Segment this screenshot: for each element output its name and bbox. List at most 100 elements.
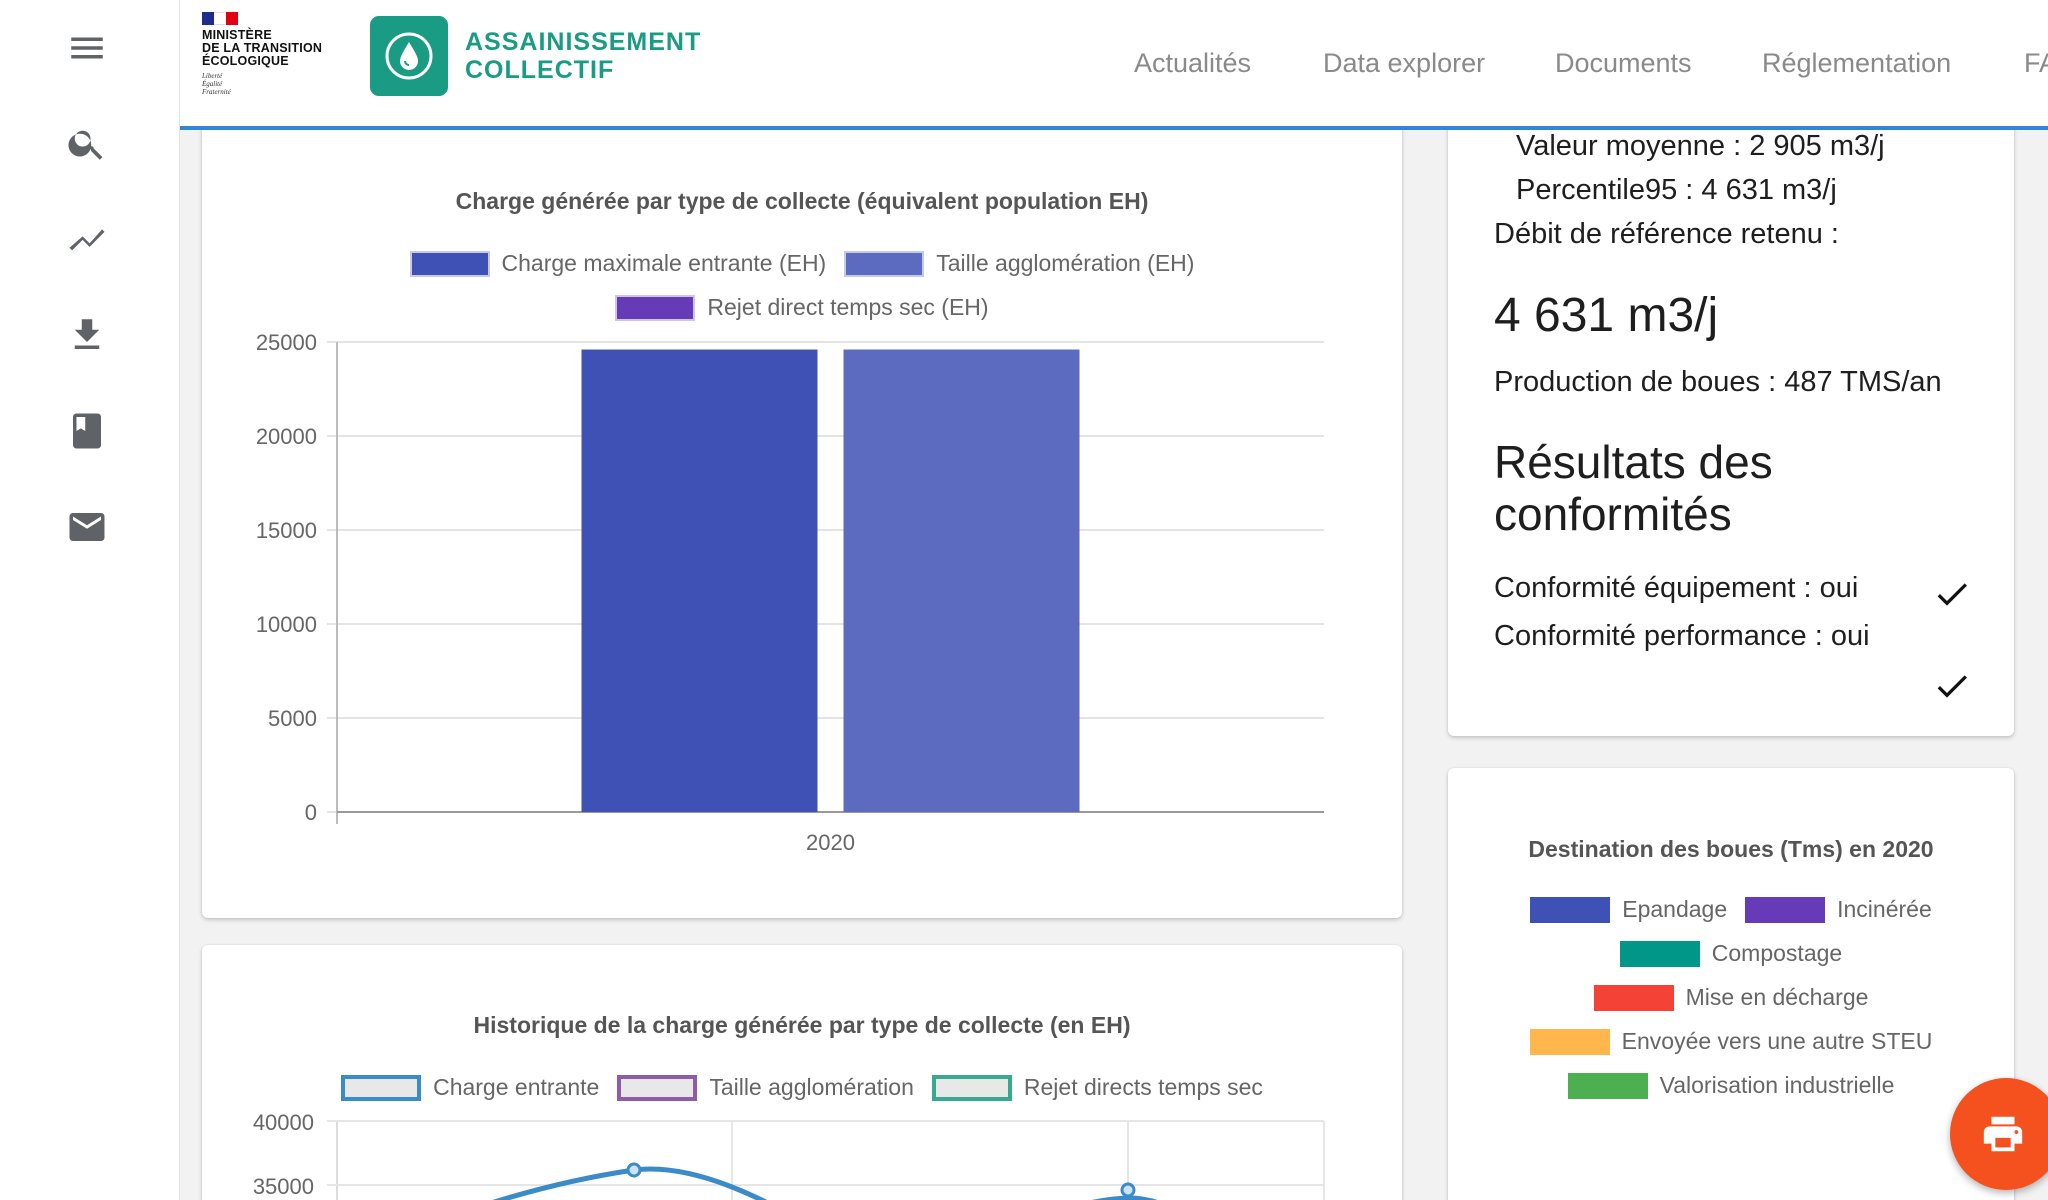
- legend-label: Envoyée vers une autre STEU: [1621, 1028, 1933, 1054]
- search-button[interactable]: [59, 115, 115, 171]
- boues-legend-row-5: Valorisation industrielle: [1448, 1072, 2014, 1099]
- legend-swatch: [409, 250, 490, 277]
- nav-documents[interactable]: Documents: [1555, 48, 1692, 78]
- mail-icon: [69, 513, 105, 541]
- legend-item-rejet-direct[interactable]: Rejet direct temps sec (EH): [615, 294, 989, 321]
- legend-swatch: [1593, 984, 1674, 1011]
- book-icon: [73, 413, 101, 449]
- y-tick-label: 10000: [256, 612, 317, 637]
- data-point[interactable]: [626, 1162, 642, 1178]
- data-point[interactable]: [1120, 1182, 1136, 1198]
- download-button[interactable]: [59, 307, 115, 363]
- legend-label: Charge maximale entrante (EH): [501, 250, 827, 276]
- y-tick-label: 0: [305, 800, 317, 825]
- ministry-logo[interactable]: MINISTÈRE DE LA TRANSITION ÉCOLOGIQUE Li…: [202, 12, 342, 112]
- download-icon: [74, 319, 100, 349]
- legend-label: Charge entrante: [433, 1074, 600, 1100]
- brand-name[interactable]: ASSAINISSEMENT COLLECTIF: [465, 28, 701, 84]
- legend-item-compostage[interactable]: Compostage: [1619, 940, 1843, 967]
- top-header: MINISTÈRE DE LA TRANSITION ÉCOLOGIQUE Li…: [180, 0, 2048, 130]
- debit-reference-label: Débit de référence retenu :: [1494, 218, 1839, 250]
- resultats-heading: Résultats des conformités: [1494, 436, 1773, 540]
- brand-line-2: COLLECTIF: [465, 56, 615, 84]
- legend-label: Incinérée: [1837, 896, 1932, 922]
- legend-label: Taille agglomération (EH): [936, 250, 1195, 276]
- ministry-line-2: DE LA TRANSITION: [202, 41, 323, 55]
- book-button[interactable]: [59, 403, 115, 459]
- conformite-performance: Conformité performance : oui: [1494, 620, 1870, 652]
- legend-label: Rejet directs temps sec: [1023, 1074, 1263, 1100]
- x-tick-label: 2020: [806, 830, 855, 855]
- mail-button[interactable]: [59, 499, 115, 555]
- legend-label: Mise en décharge: [1685, 984, 1869, 1010]
- resultats-heading-line-1: Résultats des: [1494, 436, 1773, 488]
- legend-item-rejet-directs[interactable]: Rejet directs temps sec: [931, 1074, 1263, 1101]
- chart-legend-row-2: Rejet direct temps sec (EH): [202, 294, 1402, 321]
- check-icon: [1937, 675, 1967, 698]
- line-series-charge-entrante-2: [1091, 1195, 1158, 1200]
- y-tick-label: 25000: [256, 330, 317, 355]
- legend-swatch: [615, 294, 696, 321]
- legend-item-epandage[interactable]: Epandage: [1530, 896, 1727, 923]
- y-tick-label: 35000: [253, 1174, 314, 1199]
- percentile-95: Percentile95 : 4 631 m3/j: [1516, 174, 1837, 206]
- ministry-line-1: MINISTÈRE: [202, 28, 272, 42]
- legend-swatch: [1745, 896, 1826, 923]
- station-info-card: Valeur moyenne : 2 905 m3/j Percentile95…: [1448, 100, 2014, 736]
- legend-swatch: [1529, 1028, 1610, 1055]
- water-drop-logo-icon[interactable]: [370, 16, 448, 96]
- chart-title: Historique de la charge générée par type…: [473, 1012, 1131, 1038]
- legend-label: Rejet direct temps sec (EH): [707, 294, 989, 320]
- legend-swatch: [844, 250, 925, 277]
- legend-item-charge-entrante[interactable]: Charge entrante: [341, 1074, 599, 1101]
- legend-label: Compostage: [1711, 940, 1843, 966]
- boues-legend-row-4: Envoyée vers une autre STEU: [1448, 1028, 2014, 1055]
- charge-chart-card: Charge générée par type de collecte (équ…: [202, 120, 1402, 918]
- chart-title: Charge générée par type de collecte (équ…: [455, 188, 1149, 214]
- conformite-equipement: Conformité équipement : oui: [1494, 572, 1859, 604]
- valeur-moyenne: Valeur moyenne : 2 905 m3/j: [1516, 130, 1885, 162]
- menu-button[interactable]: [59, 20, 115, 76]
- nav-data-explorer[interactable]: Data explorer: [1323, 48, 1486, 78]
- chart-legend: Charge entrante Taille agglomération Rej…: [202, 1074, 1402, 1101]
- bar-1[interactable]: [843, 349, 1080, 812]
- y-tick-label: 40000: [253, 1110, 314, 1135]
- resultats-heading-line-2: conformités: [1494, 488, 1732, 540]
- legend-swatch: [1530, 896, 1611, 923]
- bar-0[interactable]: [581, 349, 818, 812]
- nav-faq[interactable]: FAQ: [2024, 48, 2048, 78]
- print-button[interactable]: [1950, 1078, 2048, 1190]
- legend-item-incineree[interactable]: Incinérée: [1745, 896, 1932, 923]
- motto-line-1: Liberté: [202, 72, 223, 80]
- y-tick-label: 15000: [256, 518, 317, 543]
- brand-line-1: ASSAINISSEMENT: [465, 28, 702, 56]
- nav-actualites[interactable]: Actualités: [1134, 48, 1252, 78]
- trending-up-icon: [69, 229, 105, 251]
- y-tick-label: 5000: [268, 706, 317, 731]
- trend-button[interactable]: [59, 211, 115, 267]
- motto-line-3: Fraternité: [202, 88, 231, 96]
- legend-item-valorisation[interactable]: Valorisation industrielle: [1567, 1072, 1895, 1099]
- legend-item-autre-steu[interactable]: Envoyée vers une autre STEU: [1529, 1028, 1933, 1055]
- printer-icon: [1983, 1116, 2023, 1152]
- legend-label: Valorisation industrielle: [1659, 1072, 1895, 1098]
- motto-line-2: Égalité: [202, 80, 223, 88]
- legend-item-mise-en-decharge[interactable]: Mise en décharge: [1593, 984, 1869, 1011]
- nav-reglementation[interactable]: Réglementation: [1762, 48, 1952, 78]
- menu-icon: [71, 37, 103, 59]
- history-chart-card: Historique de la charge générée par type…: [202, 945, 1402, 1200]
- side-rail: [0, 0, 180, 1200]
- production-boues: Production de boues : 487 TMS/an: [1494, 366, 1942, 398]
- legend-label: Epandage: [1622, 896, 1728, 922]
- legend-swatch: [617, 1074, 698, 1101]
- legend-swatch: [341, 1074, 422, 1101]
- boues-legend-row-2: Compostage: [1448, 940, 2014, 967]
- legend-item-taille-agglo[interactable]: Taille agglomération: [617, 1074, 914, 1101]
- legend-item-charge-max[interactable]: Charge maximale entrante (EH): [409, 250, 827, 277]
- bar-chart-plot: 25000 20000 15000 10000 5000 0 2020: [256, 330, 1324, 855]
- legend-swatch: [1619, 940, 1700, 967]
- legend-label: Taille agglomération: [709, 1074, 914, 1100]
- legend-item-taille-agglo[interactable]: Taille agglomération (EH): [844, 250, 1194, 277]
- chart-legend: Charge maximale entrante (EH) Taille agg…: [202, 250, 1402, 277]
- check-icon: [1937, 583, 1967, 606]
